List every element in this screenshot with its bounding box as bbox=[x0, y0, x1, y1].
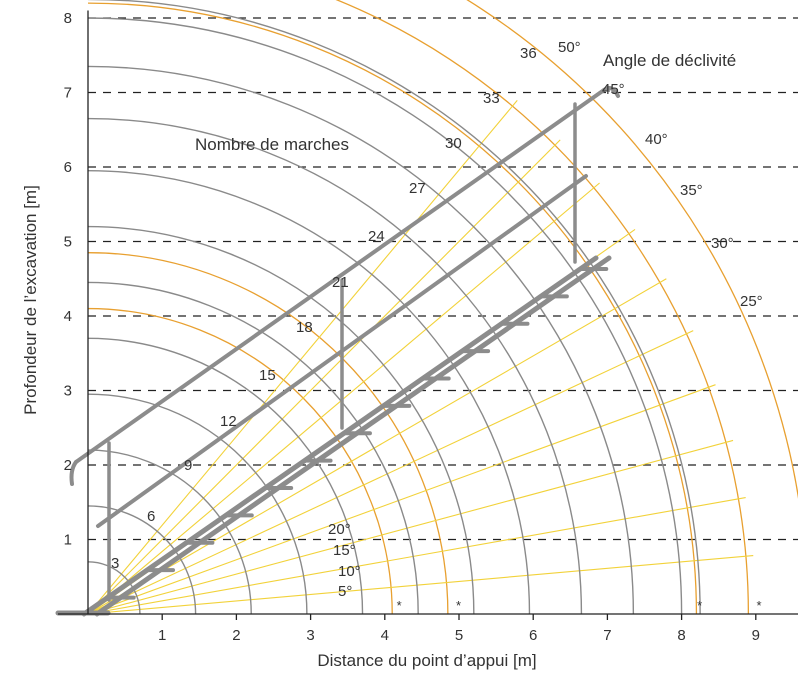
step-arc-15 bbox=[87, 337, 364, 615]
step-arc-18 bbox=[87, 281, 419, 615]
x-tick-label: 6 bbox=[529, 627, 537, 644]
stair-stringer-lower bbox=[81, 255, 599, 617]
angle-label-30: 30° bbox=[711, 235, 734, 252]
angle-ray-20 bbox=[87, 384, 716, 615]
outer-arc-marker: * bbox=[397, 598, 402, 613]
labels: Nombre de marches Angle de déclivité Dis… bbox=[21, 39, 763, 670]
x-tick-label: 2 bbox=[232, 627, 240, 644]
angle-ray-50 bbox=[87, 100, 518, 615]
x-tick-label: 3 bbox=[306, 627, 314, 644]
y-tick-label: 1 bbox=[64, 532, 72, 549]
y-tick-label: 3 bbox=[64, 383, 72, 400]
step-label-6: 6 bbox=[147, 508, 155, 525]
outer-arc-marker: * bbox=[757, 598, 762, 613]
step-label-15: 15 bbox=[259, 367, 276, 384]
handrail-outer-end bbox=[69, 460, 78, 486]
angle-label-5: 5° bbox=[338, 583, 352, 600]
y-tick-label: 4 bbox=[64, 308, 72, 325]
y-tick-label: 8 bbox=[64, 10, 72, 27]
angle-label-40: 40° bbox=[645, 131, 668, 148]
outer-arc bbox=[466, 0, 798, 500]
step-label-3: 3 bbox=[111, 555, 119, 572]
step-arc-36 bbox=[87, 0, 701, 615]
y-tick-label: 5 bbox=[64, 234, 72, 251]
angle-ray-30 bbox=[87, 278, 667, 615]
step-label-21: 21 bbox=[332, 274, 349, 291]
x-tick-label: 1 bbox=[158, 627, 166, 644]
x-axis-label: Distance du point d’appui [m] bbox=[317, 651, 536, 670]
y-tick-label: 2 bbox=[64, 457, 72, 474]
stair-stringer-upper bbox=[94, 255, 612, 617]
x-tick-label: 8 bbox=[677, 627, 685, 644]
step-label-27: 27 bbox=[409, 180, 426, 197]
step-label-36: 36 bbox=[520, 45, 537, 62]
step-arc-30 bbox=[87, 65, 635, 615]
step-label-12: 12 bbox=[220, 413, 237, 430]
angle-label-10: 10° bbox=[338, 563, 361, 580]
y-tick-label: 7 bbox=[64, 85, 72, 102]
grid-lines bbox=[88, 17, 798, 541]
outer-arc-marker: * bbox=[456, 598, 461, 613]
angle-ray-5 bbox=[87, 555, 754, 615]
angle-ray-40 bbox=[87, 182, 600, 615]
steps-heading: Nombre de marches bbox=[195, 135, 349, 154]
step-arc-3 bbox=[87, 561, 141, 615]
angle-label-50: 50° bbox=[558, 39, 581, 56]
angle-ray-25 bbox=[87, 330, 694, 615]
x-tick-label: 7 bbox=[603, 627, 611, 644]
angle-ray-10 bbox=[87, 497, 746, 615]
angle-ray-45 bbox=[87, 139, 561, 615]
angle-ray-15 bbox=[87, 439, 734, 615]
angle-heading: Angle de déclivité bbox=[603, 51, 736, 70]
angle-label-35: 35° bbox=[680, 182, 703, 199]
angle-label-25: 25° bbox=[740, 293, 763, 310]
stair-drawing bbox=[55, 86, 620, 617]
step-label-24: 24 bbox=[368, 228, 385, 245]
angle-label-15: 15° bbox=[333, 542, 356, 559]
step-arc-21 bbox=[87, 225, 475, 615]
step-arc-24 bbox=[87, 170, 531, 615]
outer-arc-marker: * bbox=[697, 598, 702, 613]
handrail-outer-hook bbox=[602, 86, 620, 98]
step-arc-12 bbox=[87, 393, 308, 615]
x-tick-label: 4 bbox=[381, 627, 389, 644]
step-arc-27 bbox=[87, 117, 583, 615]
step-label-9: 9 bbox=[184, 457, 192, 474]
step-label-18: 18 bbox=[296, 319, 313, 336]
x-tick-label: 9 bbox=[752, 627, 760, 644]
y-tick-label: 6 bbox=[64, 159, 72, 176]
step-label-30: 30 bbox=[445, 135, 462, 152]
step-label-33: 33 bbox=[483, 90, 500, 107]
step-arc-33 bbox=[87, 17, 683, 615]
step-arcs bbox=[87, 0, 701, 615]
y-axis-label: Profondeur de l’excavation [m] bbox=[21, 185, 40, 415]
step-arc-9 bbox=[87, 449, 252, 615]
handrail-outer bbox=[74, 88, 606, 464]
angle-label-20: 20° bbox=[328, 521, 351, 538]
angle-label-45: 45° bbox=[602, 81, 625, 98]
x-tick-label: 5 bbox=[455, 627, 463, 644]
